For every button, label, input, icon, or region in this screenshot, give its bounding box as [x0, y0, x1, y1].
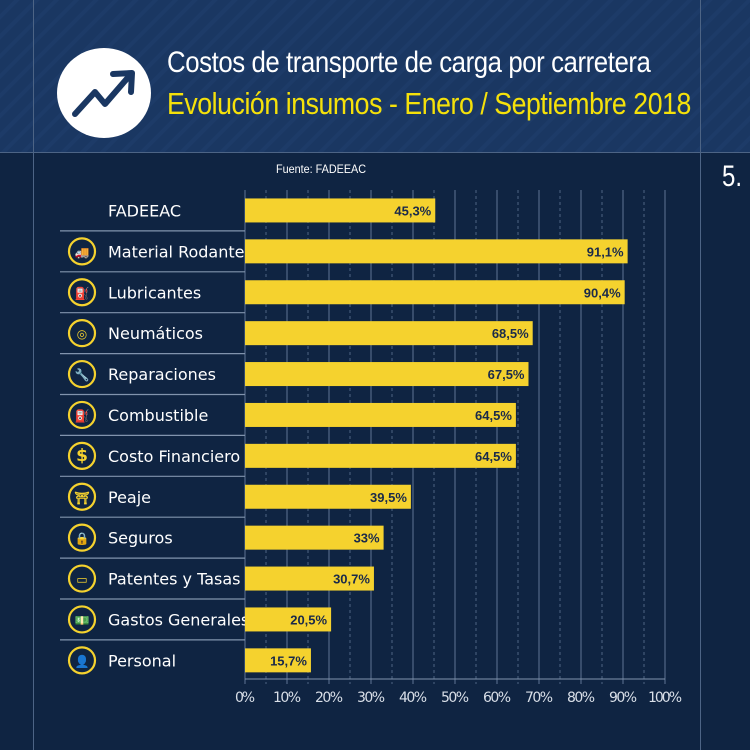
data-label: 64,5%: [475, 408, 512, 423]
svg-text:⛽: ⛽: [75, 409, 90, 423]
bar: [245, 402, 516, 427]
header-divider: [0, 152, 750, 153]
chart-subtitle: Evolución insumos - Enero / Septiembre 2…: [167, 86, 691, 121]
truck-icon: 🚚: [67, 237, 97, 266]
source-note: Fuente: FADEEAC: [276, 162, 367, 176]
data-label: 68,5%: [492, 326, 529, 341]
lock-icon: 🔒: [67, 523, 97, 552]
x-tick-label: 20%: [315, 690, 343, 706]
svg-text:⛩: ⛩: [74, 491, 90, 505]
category-label: Seguros: [108, 529, 173, 548]
bar: [245, 280, 625, 305]
svg-text:▭: ▭: [76, 573, 87, 587]
license-plate-icon: ▭: [67, 564, 97, 593]
category-label: Material Rodante: [108, 242, 245, 261]
bar: [245, 648, 311, 673]
x-tick-label: 50%: [441, 690, 469, 706]
dollar-icon: $: [67, 441, 97, 470]
data-label: 39,5%: [370, 490, 407, 505]
bar: [245, 525, 384, 550]
data-label: 33%: [354, 531, 380, 546]
svg-text:💵: 💵: [75, 613, 90, 627]
svg-text:⛽: ⛽: [75, 286, 90, 300]
svg-text:🚚: 🚚: [75, 245, 90, 259]
category-label: Personal: [108, 651, 176, 670]
category-label: FADEEAC: [108, 201, 181, 220]
x-tick-label: 40%: [399, 690, 427, 706]
x-tick-label: 10%: [273, 690, 301, 706]
bar: [245, 607, 332, 632]
wrench-icon: 🔧: [67, 359, 97, 389]
bar: [245, 239, 628, 264]
data-label: 67,5%: [488, 367, 525, 382]
data-label: 45,3%: [394, 203, 431, 218]
fuel-pump-icon: ⛽: [67, 400, 97, 430]
x-tick-label: 70%: [525, 690, 553, 706]
category-label: Lubricantes: [108, 283, 201, 302]
x-tick-label: 60%: [483, 690, 511, 706]
banknote-icon: 💵: [67, 605, 97, 634]
bar: [245, 362, 529, 387]
oil-can-icon: ⛽: [67, 278, 97, 307]
toll-barrier-icon: ⛩: [67, 482, 97, 511]
x-tick-label: 30%: [357, 690, 385, 706]
category-label: Gastos Generales: [108, 610, 249, 629]
svg-text:$: $: [76, 446, 88, 466]
svg-text:🔒: 🔒: [75, 532, 90, 546]
x-tick-label: 80%: [567, 690, 595, 706]
category-label: Reparaciones: [108, 365, 216, 384]
frame-line: [700, 0, 701, 750]
category-label: Patentes y Tasas: [108, 570, 241, 589]
page-number: 5.: [722, 160, 743, 193]
frame-line: [33, 0, 34, 750]
data-label: 20,5%: [290, 612, 327, 627]
svg-text:👤: 👤: [75, 654, 90, 668]
data-label: 91,1%: [587, 244, 624, 259]
x-tick-label: 90%: [609, 690, 637, 706]
trending-up-arrow-icon: [57, 48, 151, 138]
data-label: 90,4%: [584, 285, 621, 300]
chart-title: Costos de transporte de carga por carret…: [167, 46, 651, 79]
data-label: 30,7%: [333, 572, 370, 587]
bar: [245, 484, 411, 509]
data-label: 15,7%: [270, 653, 307, 668]
bar: [245, 443, 516, 468]
category-label: Peaje: [108, 488, 151, 507]
data-label: 64,5%: [475, 449, 512, 464]
bar: [245, 566, 374, 591]
svg-text:🔧: 🔧: [75, 367, 90, 382]
tire-icon: ◎: [67, 319, 97, 348]
bar: [245, 321, 533, 346]
svg-text:◎: ◎: [77, 327, 87, 341]
category-label: Combustible: [108, 406, 208, 425]
person-icon: 👤: [67, 646, 97, 675]
bar: [245, 198, 436, 223]
x-tick-label: 0%: [235, 690, 255, 706]
category-label: Neumáticos: [108, 324, 203, 343]
x-tick-label: 100%: [648, 690, 682, 706]
category-label: Costo Financiero: [108, 447, 240, 466]
